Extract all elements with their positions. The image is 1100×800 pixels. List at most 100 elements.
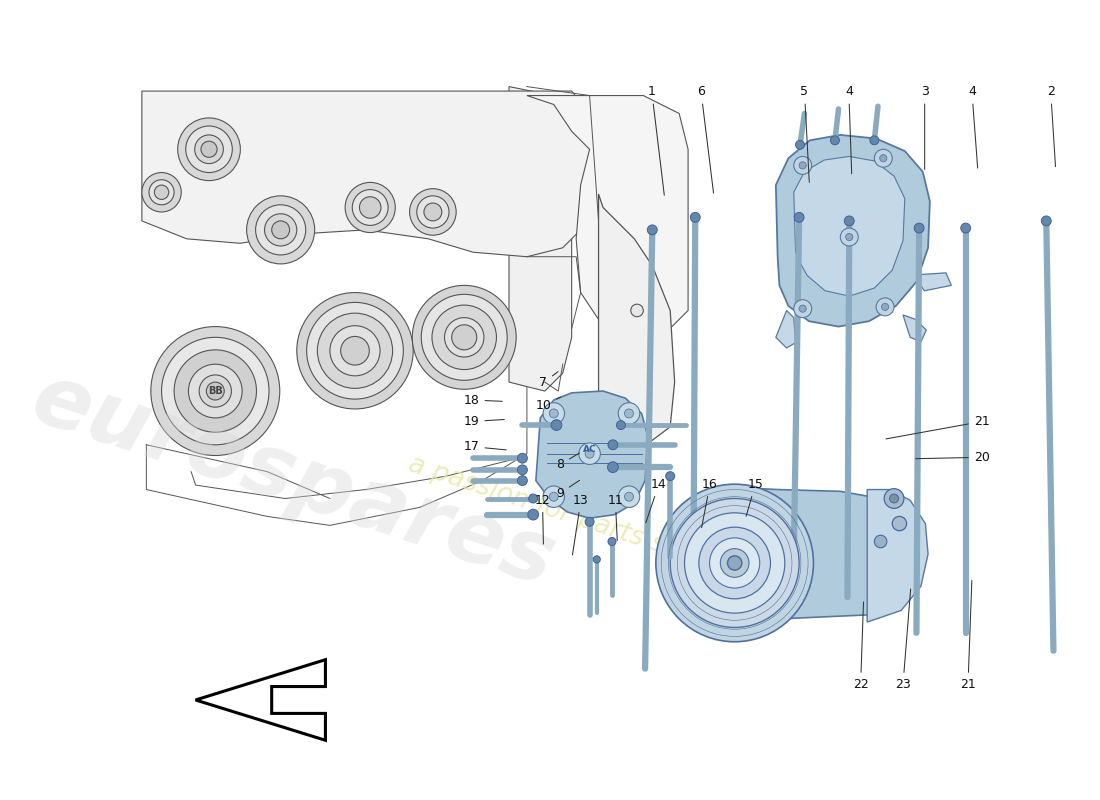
Circle shape: [691, 213, 701, 222]
Circle shape: [272, 221, 289, 239]
Circle shape: [710, 538, 760, 588]
Circle shape: [330, 326, 381, 376]
Text: 15: 15: [746, 478, 763, 516]
Circle shape: [755, 547, 761, 554]
Text: 21: 21: [960, 581, 976, 691]
Text: eurospares: eurospares: [22, 357, 565, 604]
Text: 6: 6: [697, 86, 714, 193]
Circle shape: [352, 190, 388, 226]
Text: 22: 22: [852, 602, 869, 691]
Circle shape: [684, 513, 784, 613]
Polygon shape: [527, 95, 689, 338]
Polygon shape: [920, 273, 951, 290]
Circle shape: [417, 196, 449, 228]
Text: 23: 23: [895, 589, 911, 691]
Polygon shape: [509, 86, 572, 391]
Text: 18: 18: [463, 394, 503, 406]
Circle shape: [890, 494, 899, 503]
Circle shape: [616, 421, 626, 430]
Text: a passion for parts since 1985: a passion for parts since 1985: [405, 451, 792, 599]
Circle shape: [727, 556, 741, 570]
Circle shape: [1042, 216, 1052, 226]
Circle shape: [884, 489, 904, 508]
Polygon shape: [598, 194, 674, 440]
Circle shape: [870, 136, 879, 145]
Polygon shape: [776, 135, 930, 326]
Text: 3: 3: [921, 86, 928, 170]
Polygon shape: [196, 660, 326, 740]
Circle shape: [799, 305, 806, 312]
Circle shape: [608, 538, 616, 546]
Circle shape: [199, 375, 231, 407]
Circle shape: [207, 382, 224, 400]
Circle shape: [444, 318, 484, 357]
Circle shape: [517, 476, 527, 486]
Circle shape: [593, 556, 601, 563]
Circle shape: [529, 494, 538, 503]
Circle shape: [880, 154, 887, 162]
Circle shape: [432, 305, 496, 370]
Text: 5: 5: [801, 86, 810, 182]
Circle shape: [412, 286, 516, 390]
Text: 10: 10: [536, 397, 561, 412]
Text: 1: 1: [648, 86, 664, 195]
Circle shape: [162, 338, 270, 445]
Circle shape: [618, 402, 640, 424]
Text: 4: 4: [845, 86, 853, 174]
Circle shape: [186, 126, 232, 173]
Circle shape: [892, 517, 906, 530]
Text: 2: 2: [1047, 86, 1056, 166]
Circle shape: [618, 486, 640, 507]
Circle shape: [452, 325, 476, 350]
Circle shape: [794, 300, 812, 318]
Circle shape: [698, 527, 770, 598]
Circle shape: [246, 196, 315, 264]
Circle shape: [795, 140, 804, 150]
Circle shape: [264, 214, 297, 246]
Circle shape: [517, 465, 527, 474]
Text: 16: 16: [702, 478, 718, 528]
Text: AC: AC: [583, 445, 596, 454]
Text: 17: 17: [463, 440, 506, 453]
Circle shape: [360, 197, 381, 218]
Circle shape: [666, 472, 674, 481]
Circle shape: [914, 223, 924, 233]
Circle shape: [720, 549, 749, 578]
Circle shape: [297, 293, 414, 409]
Text: BB: BB: [208, 386, 222, 396]
Circle shape: [625, 409, 634, 418]
Circle shape: [424, 203, 442, 221]
Circle shape: [409, 189, 456, 235]
Text: 8: 8: [557, 453, 580, 471]
Text: 21: 21: [886, 415, 990, 439]
Circle shape: [178, 118, 241, 181]
Polygon shape: [717, 518, 767, 552]
Circle shape: [528, 510, 539, 520]
Circle shape: [341, 337, 370, 365]
Circle shape: [195, 135, 223, 163]
Circle shape: [585, 518, 594, 526]
Polygon shape: [142, 91, 590, 257]
Text: 12: 12: [535, 494, 550, 544]
Text: 14: 14: [646, 478, 667, 522]
Circle shape: [608, 440, 618, 450]
Circle shape: [845, 216, 855, 226]
Circle shape: [421, 294, 507, 380]
Circle shape: [517, 454, 527, 463]
Circle shape: [579, 443, 601, 465]
Polygon shape: [536, 391, 648, 518]
Circle shape: [174, 350, 256, 432]
Circle shape: [874, 150, 892, 167]
Circle shape: [625, 492, 634, 501]
Circle shape: [876, 298, 894, 316]
Circle shape: [543, 402, 564, 424]
Text: 4: 4: [968, 86, 978, 168]
Circle shape: [846, 234, 852, 241]
Circle shape: [799, 162, 806, 169]
Polygon shape: [706, 488, 923, 619]
Text: 19: 19: [464, 415, 504, 428]
Circle shape: [549, 409, 558, 418]
Circle shape: [201, 142, 217, 158]
Circle shape: [255, 205, 306, 255]
Text: 9: 9: [557, 480, 580, 500]
